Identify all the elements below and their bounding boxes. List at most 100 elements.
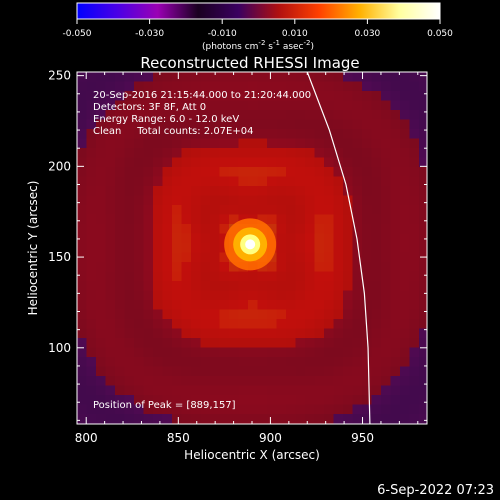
heatmap-pixel <box>390 338 401 348</box>
heatmap-pixel <box>419 309 427 320</box>
heatmap-pixel <box>229 338 239 348</box>
heatmap-pixel <box>172 100 182 111</box>
heatmap-pixel <box>162 262 173 272</box>
heatmap-pixel <box>324 290 334 301</box>
heatmap-pixel <box>162 404 173 415</box>
heatmap-pixel <box>153 129 163 139</box>
heatmap-pixel <box>305 271 315 282</box>
heatmap-pixel <box>371 319 382 329</box>
heatmap-pixel <box>267 214 277 225</box>
heatmap-pixel <box>371 157 382 168</box>
heatmap-pixel <box>295 366 306 377</box>
heatmap-pixel <box>124 72 135 82</box>
heatmap-pixel <box>333 404 344 415</box>
heatmap-pixel <box>390 91 401 101</box>
heatmap-pixel <box>286 309 296 320</box>
heatmap-pixel <box>134 404 144 415</box>
heatmap-pixel <box>115 395 125 405</box>
heatmap-pixel <box>143 309 154 320</box>
heatmap-pixel <box>352 309 363 320</box>
heatmap-pixel <box>314 205 325 215</box>
heatmap-pixel <box>219 347 230 358</box>
heatmap-pixel <box>105 195 116 206</box>
heatmap-pixel <box>381 309 391 320</box>
heatmap-pixel <box>181 81 192 92</box>
heatmap-pixel <box>276 110 287 120</box>
heatmap-pixel <box>286 414 296 424</box>
heatmap-pixel <box>200 167 211 177</box>
heatmap-pixel <box>191 309 201 320</box>
heatmap-pixel <box>96 205 106 215</box>
heatmap-pixel <box>181 186 192 196</box>
heatmap-pixel <box>381 233 391 244</box>
heatmap-pixel <box>105 366 116 377</box>
heatmap-pixel <box>77 205 87 215</box>
heatmap-pixel <box>333 385 344 396</box>
heatmap-pixel <box>105 91 116 101</box>
heatmap-pixel <box>305 366 315 377</box>
heatmap-pixel <box>305 376 315 386</box>
heatmap-pixel <box>105 110 116 120</box>
heatmap-pixel <box>105 347 116 358</box>
heatmap-pixel <box>333 157 344 168</box>
heatmap-pixel <box>295 338 306 348</box>
heatmap-pixel <box>295 157 306 168</box>
heatmap-pixel <box>77 338 87 348</box>
heatmap-pixel <box>267 167 277 177</box>
heatmap-pixel <box>238 347 249 358</box>
heatmap-pixel <box>276 385 287 396</box>
heatmap-pixel <box>324 385 334 396</box>
heatmap-pixel <box>362 81 372 92</box>
heatmap-pixel <box>286 110 296 120</box>
colorbar <box>76 2 441 20</box>
heatmap-pixel <box>267 338 277 348</box>
heatmap-pixel <box>191 129 201 139</box>
heatmap-pixel <box>419 366 427 377</box>
heatmap-pixel <box>409 205 420 215</box>
heatmap-pixel <box>172 243 182 253</box>
heatmap-pixel <box>248 186 258 196</box>
heatmap-pixel <box>400 167 410 177</box>
heatmap-pixel <box>371 395 382 405</box>
heatmap-pixel <box>409 423 420 424</box>
heatmap-pixel <box>419 148 427 158</box>
heatmap-pixel <box>381 385 391 396</box>
heatmap-pixel <box>333 148 344 158</box>
heatmap-pixel <box>267 72 277 82</box>
heatmap-pixel <box>333 100 344 111</box>
heatmap-pixel <box>229 423 239 424</box>
heatmap-pixel <box>276 167 287 177</box>
heatmap-pixel <box>238 423 249 424</box>
heatmap-pixel <box>352 186 363 196</box>
heatmap-pixel <box>191 176 201 187</box>
heatmap-pixel <box>200 81 211 92</box>
annotation-clean-counts: Clean Total counts: 2.07E+04 <box>93 126 253 137</box>
heatmap-pixel <box>96 414 106 424</box>
heatmap-pixel <box>181 300 192 310</box>
heatmap-pixel <box>324 338 334 348</box>
heatmap-pixel <box>200 224 211 234</box>
heatmap-pixel <box>257 148 268 158</box>
heatmap-pixel <box>371 110 382 120</box>
heatmap-pixel <box>77 91 87 101</box>
heatmap-pixel <box>105 300 116 310</box>
heatmap-pixel <box>343 138 353 149</box>
heatmap-pixel <box>381 129 391 139</box>
heatmap-pixel <box>172 167 182 177</box>
heatmap-pixel <box>124 281 135 291</box>
heatmap-pixel <box>295 110 306 120</box>
heatmap-pixel <box>352 81 363 92</box>
heatmap-pixel <box>400 376 410 386</box>
heatmap-pixel <box>305 110 315 120</box>
heatmap-pixel <box>343 110 353 120</box>
heatmap-pixel <box>143 186 154 196</box>
heatmap-pixel <box>153 195 163 206</box>
heatmap-pixel <box>200 186 211 196</box>
heatmap-pixel <box>219 186 230 196</box>
heatmap-pixel <box>257 138 268 149</box>
heatmap-pixel <box>276 262 287 272</box>
heatmap-pixel <box>362 129 372 139</box>
heatmap-pixel <box>153 176 163 187</box>
heatmap-pixel <box>153 157 163 168</box>
